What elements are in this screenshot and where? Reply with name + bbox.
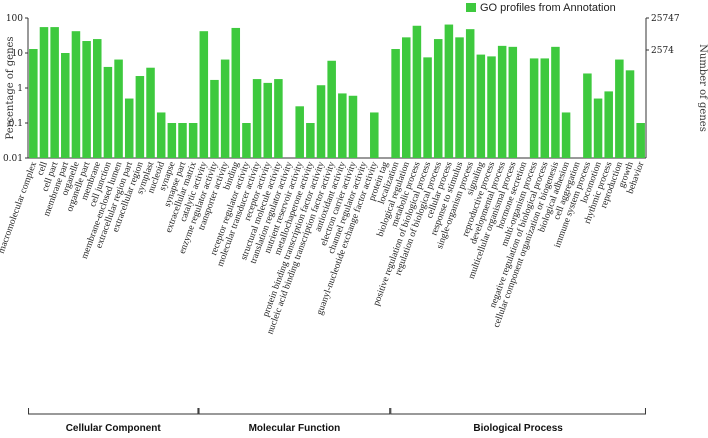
- bar: [529, 58, 539, 158]
- bar: [487, 56, 496, 158]
- bar: [561, 112, 571, 158]
- bar: [242, 123, 251, 158]
- bar: [82, 41, 91, 158]
- bar: [338, 93, 347, 158]
- bar: [146, 67, 155, 158]
- bar: [508, 46, 518, 159]
- bar: [455, 37, 464, 158]
- y2-axis-title: Number of genes: [697, 44, 708, 132]
- bar: [124, 98, 134, 158]
- bar: [540, 58, 550, 158]
- x-tick-label: macromolecular complex: [0, 160, 39, 255]
- bar: [604, 91, 613, 158]
- group-brackets: Cellular Component Molecular Function Biol…: [28, 408, 646, 434]
- bar: [210, 79, 219, 158]
- bar: [39, 27, 49, 159]
- bar: [252, 79, 262, 158]
- bar: [316, 85, 326, 158]
- group-bracket: [28, 408, 199, 415]
- bar: [412, 25, 422, 159]
- bar: [167, 123, 177, 158]
- legend: GO profiles from Annotation: [466, 2, 616, 14]
- y-tick-label: 10: [12, 49, 24, 59]
- legend-label: GO profiles from Annotation: [480, 2, 616, 14]
- bar: [93, 39, 102, 158]
- bar: [423, 57, 432, 159]
- bar: [370, 112, 379, 158]
- group-label: Molecular Function: [249, 423, 341, 434]
- bar: [135, 76, 145, 158]
- bar: [476, 54, 486, 158]
- legend-swatch: [466, 3, 476, 12]
- group-bracket: [198, 408, 391, 415]
- bar: [465, 29, 475, 158]
- group-label: Biological Process: [473, 423, 563, 434]
- bar: [178, 123, 187, 158]
- bar: [263, 82, 272, 158]
- bar: [103, 66, 113, 158]
- bars: [29, 24, 645, 159]
- bar: [231, 27, 241, 158]
- bar: [50, 27, 59, 159]
- x-tick-label: cell: [36, 160, 50, 177]
- y-tick-label: 0.1: [9, 119, 23, 129]
- bar: [433, 39, 443, 158]
- bar: [444, 24, 454, 158]
- bar: [188, 123, 198, 158]
- bar: [199, 31, 209, 158]
- y-tick-label: 1: [17, 84, 23, 94]
- bar: [156, 112, 166, 158]
- bar: [593, 98, 603, 158]
- y-axis-title: Percentage of genes: [5, 36, 16, 139]
- y2-tick-label: 25747: [651, 14, 680, 24]
- bar: [348, 95, 358, 158]
- bar: [615, 59, 624, 158]
- bar: [327, 60, 336, 159]
- group-bracket: [390, 408, 646, 415]
- bar: [61, 53, 70, 158]
- bar: [636, 123, 645, 158]
- bar: [114, 59, 123, 158]
- bar: [625, 70, 635, 158]
- bar: [497, 45, 507, 158]
- bar: [306, 123, 315, 158]
- bar: [295, 106, 304, 158]
- bar: [551, 46, 560, 159]
- bar: [71, 31, 81, 158]
- y2-tick-label: 2574: [651, 46, 674, 56]
- bar: [274, 79, 283, 158]
- y-tick-label: 100: [6, 14, 23, 24]
- bar: [29, 49, 38, 159]
- bar: [583, 73, 592, 158]
- bar: [402, 37, 411, 158]
- bar: [220, 59, 230, 158]
- group-label: Cellular Component: [66, 423, 162, 434]
- bar: [391, 49, 400, 159]
- y-tick-label: 0.01: [3, 154, 23, 164]
